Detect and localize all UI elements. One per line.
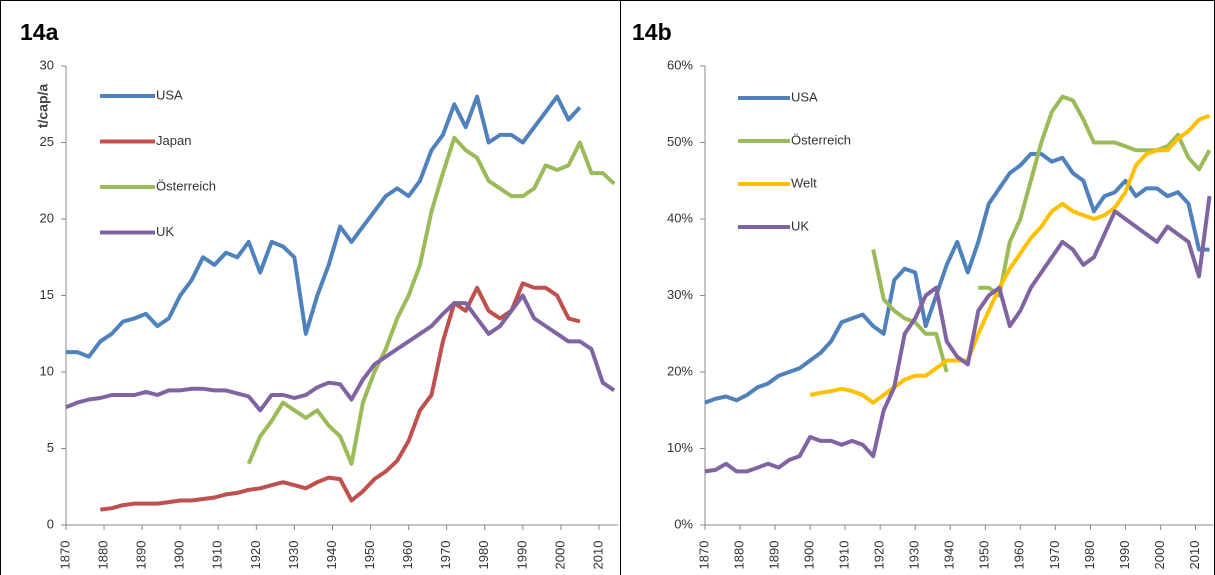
y-axis-label: t/cap/a [35,84,51,129]
x-tick-label: 1970 [438,541,453,570]
x-tick-label: 1970 [1047,541,1062,570]
legend-label: UK [156,224,174,239]
legend-label: Österreich [791,132,851,147]
series-line [871,94,1212,373]
y-tick-label: 50% [667,134,693,149]
legend-label: Japan [156,133,191,148]
y-tick-label: 10% [667,440,693,455]
x-tick-label: 1950 [977,541,992,570]
x-tick-label: 1870 [696,541,711,570]
x-tick-label: 1940 [324,541,339,570]
series-line [704,195,1212,474]
panel-title: 14a [20,19,59,45]
x-tick-label: 1940 [942,541,957,570]
legend-label: Österreich [156,178,216,193]
series-line [100,281,581,512]
y-tick-label: 0% [674,516,693,531]
y-tick-label: 60% [667,57,693,72]
x-tick-label: 2010 [590,541,605,570]
x-tick-label: 1990 [514,541,529,570]
x-tick-label: 1960 [400,541,415,570]
y-tick-label: 5 [47,440,54,455]
x-tick-label: 1900 [802,541,817,570]
x-tick-label: 2000 [552,541,567,570]
series-line [704,152,1210,405]
panel-title: 14b [632,19,672,45]
legend-label: Welt [791,175,817,190]
legend-label: USA [791,89,818,104]
x-tick-label: 2000 [1152,541,1167,570]
x-tick-label: 1930 [286,541,301,570]
series-line [66,94,582,359]
series-line [246,135,616,466]
y-tick-label: 10 [40,363,54,378]
series-line [65,293,616,413]
x-tick-label: 1980 [476,541,491,570]
legend-label: UK [791,218,809,233]
x-tick-label: 1920 [872,541,887,570]
x-tick-label: 1900 [172,541,187,570]
y-tick-label: 0 [47,516,54,531]
x-tick-label: 1980 [1082,541,1097,570]
y-tick-label: 20 [40,210,54,225]
x-tick-label: 1880 [96,541,111,570]
y-tick-label: 30% [667,287,693,302]
y-tick-label: 20% [667,363,693,378]
x-tick-label: 1870 [57,541,72,570]
x-tick-label: 1910 [210,541,225,570]
series-line [809,113,1211,405]
x-tick-label: 1880 [731,541,746,570]
x-tick-label: 2010 [1187,541,1202,570]
y-tick-label: 15 [40,287,54,302]
x-tick-label: 1950 [362,541,377,570]
y-tick-label: 25 [40,134,54,149]
x-tick-label: 1920 [248,541,263,570]
x-tick-label: 1930 [907,541,922,570]
x-tick-label: 1960 [1012,541,1027,570]
x-tick-label: 1890 [134,541,149,570]
y-tick-label: 40% [667,210,693,225]
x-tick-label: 1890 [767,541,782,570]
x-tick-label: 1990 [1117,541,1132,570]
legend-label: USA [156,87,183,102]
y-tick-label: 30 [40,57,54,72]
x-tick-label: 1910 [837,541,852,570]
